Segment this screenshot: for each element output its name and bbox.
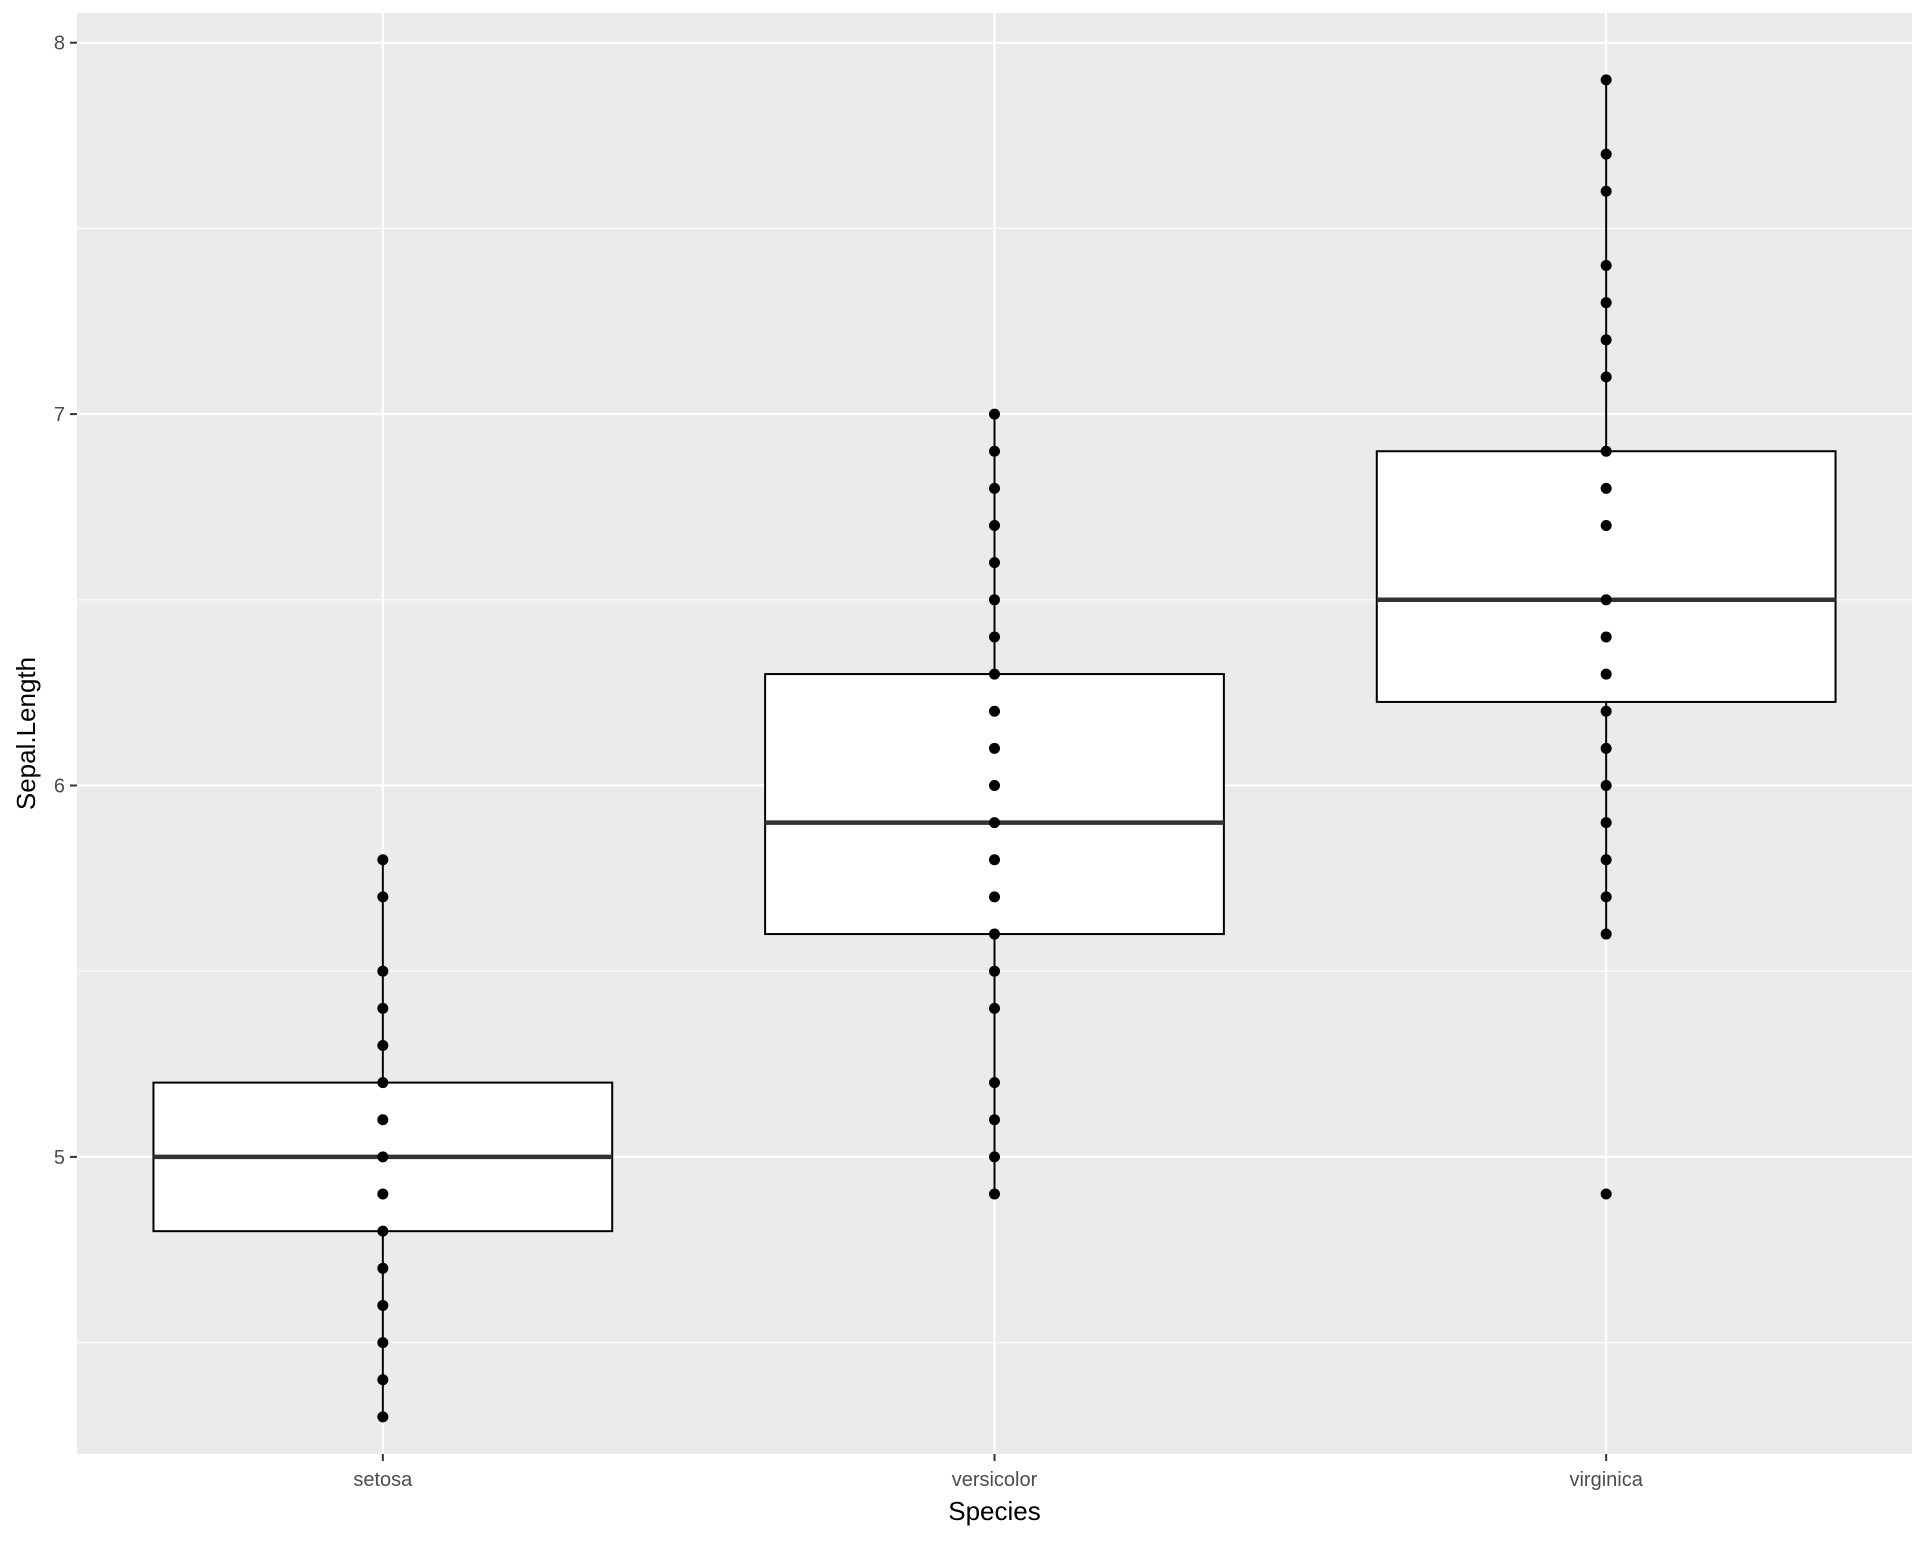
data-point bbox=[1600, 185, 1612, 197]
data-point bbox=[989, 520, 1000, 532]
data-point bbox=[1600, 779, 1612, 791]
data-point bbox=[377, 1151, 389, 1163]
data-point bbox=[1600, 148, 1612, 160]
data-point bbox=[1600, 705, 1612, 717]
data-point bbox=[989, 594, 1000, 606]
data-point bbox=[1600, 334, 1612, 346]
data-point bbox=[377, 1114, 389, 1126]
x-axis-title: Species bbox=[948, 1496, 1041, 1526]
x-tick-label: setosa bbox=[353, 1469, 413, 1491]
point-layer bbox=[377, 74, 1612, 1423]
data-point bbox=[989, 817, 1000, 829]
box-versicolor bbox=[764, 673, 1225, 936]
data-point bbox=[989, 891, 1000, 903]
data-point bbox=[1600, 668, 1612, 680]
data-point bbox=[989, 854, 1000, 866]
data-point bbox=[1600, 74, 1612, 86]
data-point bbox=[989, 1188, 1000, 1200]
data-point bbox=[1600, 891, 1612, 903]
data-point bbox=[989, 705, 1000, 717]
data-point bbox=[377, 1299, 389, 1311]
data-point bbox=[377, 1188, 389, 1200]
y-tick-label: 8 bbox=[54, 33, 65, 55]
data-point bbox=[1600, 260, 1612, 272]
data-point bbox=[377, 854, 389, 866]
data-point bbox=[989, 1151, 1000, 1163]
data-point bbox=[989, 1002, 1000, 1014]
data-point bbox=[989, 482, 1000, 494]
data-point bbox=[989, 408, 1000, 420]
data-point bbox=[377, 1262, 389, 1274]
data-point bbox=[1600, 445, 1612, 457]
data-point bbox=[989, 742, 1000, 754]
x-tick-label: versicolor bbox=[952, 1469, 1038, 1491]
data-point bbox=[377, 1374, 389, 1386]
data-point bbox=[989, 1114, 1000, 1126]
data-point bbox=[989, 631, 1000, 643]
data-point bbox=[1600, 371, 1612, 383]
data-point bbox=[989, 965, 1000, 977]
data-point bbox=[1600, 631, 1612, 643]
y-tick-label: 6 bbox=[54, 775, 65, 797]
data-point bbox=[1600, 1188, 1612, 1200]
data-point bbox=[377, 1337, 389, 1349]
data-point bbox=[377, 1411, 389, 1423]
data-point bbox=[989, 668, 1000, 680]
data-point bbox=[1600, 854, 1612, 866]
data-point bbox=[989, 1077, 1000, 1089]
data-point bbox=[377, 1002, 389, 1014]
data-point bbox=[989, 557, 1000, 569]
x-tick-label: virginica bbox=[1569, 1469, 1643, 1491]
y-axis-title: Sepal.Length bbox=[11, 657, 41, 810]
y-tick-label: 5 bbox=[54, 1147, 65, 1169]
data-point bbox=[1600, 297, 1612, 309]
data-point bbox=[377, 1225, 389, 1237]
data-point bbox=[1600, 594, 1612, 606]
data-point bbox=[377, 965, 389, 977]
data-point bbox=[989, 779, 1000, 791]
data-point bbox=[1600, 520, 1612, 532]
data-point bbox=[377, 1077, 389, 1089]
y-tick-label: 7 bbox=[54, 404, 65, 426]
data-point bbox=[989, 928, 1000, 940]
data-point bbox=[1600, 482, 1612, 494]
data-point bbox=[989, 445, 1000, 457]
data-point bbox=[1600, 928, 1612, 940]
data-point bbox=[377, 891, 389, 903]
data-point bbox=[1600, 817, 1612, 829]
data-point bbox=[377, 1039, 389, 1051]
axis-layer: 5 6 7 8 setosa versicolor virginica bbox=[54, 33, 1644, 1491]
data-point bbox=[1600, 742, 1612, 754]
